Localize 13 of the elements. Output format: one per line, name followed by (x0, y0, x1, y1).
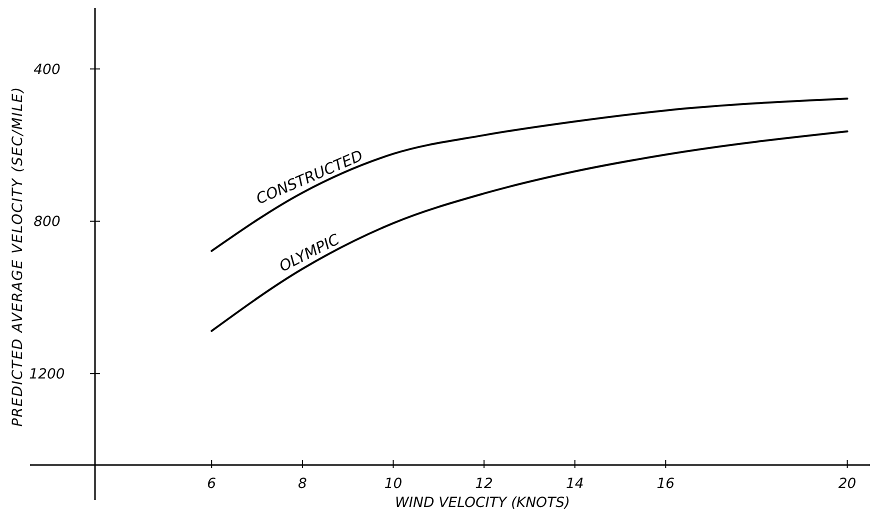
y-axis-title: PREDICTED AVERAGE VELOCITY (SEC/MILE) (10, 86, 26, 427)
x-tick-label: 14 (566, 476, 584, 492)
x-tick-label: 12 (475, 476, 494, 492)
x-tick-label: 20 (838, 476, 856, 492)
x-tick-label: 8 (298, 476, 307, 492)
y-tick-label: 800 (34, 214, 60, 230)
x-axis-title: WIND VELOCITY (KNOTS) (395, 495, 570, 511)
y-tick-label: 400 (34, 62, 60, 78)
x-tick-label: 16 (656, 476, 675, 492)
x-tick-label: 6 (207, 476, 216, 492)
x-tick-label: 10 (384, 476, 402, 492)
line-series (210, 130, 848, 332)
y-tick-label: 1200 (29, 366, 65, 382)
